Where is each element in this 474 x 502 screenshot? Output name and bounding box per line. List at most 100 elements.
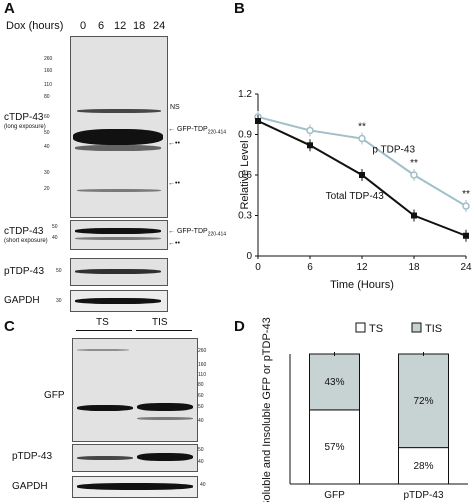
panel-c-letter: C [4, 318, 15, 335]
gfp-tdp-short-text: GFP-TDP [176, 228, 208, 235]
blot-gfp [72, 338, 198, 442]
legend-label: TS [369, 323, 383, 335]
timepoint-labels: 0 6 12 18 24 [70, 20, 166, 34]
ladder-mark: 80 [198, 382, 204, 388]
ladder-mark: 50 [198, 447, 204, 453]
group-label-ts: TS [96, 317, 109, 328]
ladder-mark: 30 [44, 170, 50, 176]
ladder-mark: 20 [44, 186, 50, 192]
gfp-band-tis [137, 403, 193, 411]
timepoint-label: 0 [80, 20, 87, 32]
blot-label: pTDP-43 [4, 266, 45, 277]
data-point [358, 134, 366, 143]
ptdp-band-tis [137, 453, 193, 461]
category-label: GFP [324, 490, 345, 501]
series-label-total: Total TDP-43 [326, 191, 385, 202]
significance-mark: ** [462, 189, 470, 200]
dox-label: Dox (hours) [6, 20, 64, 32]
ladder-mark: 160 [198, 362, 207, 368]
dashed-arrow-icon: ←•• [168, 240, 180, 247]
ladder-mark: 110 [44, 82, 52, 88]
timepoint-label: 18 [133, 20, 146, 32]
ladder-ptdp: 50 40 [198, 444, 218, 470]
panel-a-letter: A [4, 0, 15, 17]
data-point [411, 212, 417, 219]
y-tick-label: 1.2 [238, 89, 252, 100]
x-tick-label: 18 [408, 262, 420, 273]
bar-value-label: 57% [324, 442, 344, 453]
gfp-tdp-short-annotation: ← GFP-TDP220-414 [168, 228, 226, 237]
ladder-mark: 40 [52, 235, 58, 241]
blot-ptdp [70, 258, 168, 286]
blot-label: cTDP-43 [4, 112, 44, 123]
blot-label: GAPDH [4, 295, 40, 306]
ladder-mark: 40 [198, 459, 204, 465]
y-tick-label: 0 [246, 251, 252, 262]
blot-ptdp-c [72, 444, 198, 472]
blot-label: cTDP-43 [4, 226, 44, 237]
blot-label: pTDP-43 [12, 451, 53, 462]
gfp-tdp-short-sub: 220-414 [207, 231, 227, 238]
arrow-icon: ← [168, 228, 175, 235]
y-tick-label: 0.9 [238, 130, 252, 141]
ladder-mark: 60 [198, 393, 204, 399]
blot-sublabel: (long exposure) [4, 124, 46, 130]
tis-group-line [136, 330, 192, 331]
ladder-mark: 50 [56, 268, 62, 274]
ladder-mark: 40 [200, 482, 206, 488]
cleavage-band [75, 145, 161, 151]
significance-mark: ** [410, 158, 418, 169]
timepoint-label: 24 [153, 20, 166, 32]
dashed-arrow-icon: ←•• [168, 180, 180, 187]
group-label-tis: TIS [152, 317, 168, 328]
y-tick-label: 0.3 [238, 211, 252, 222]
blot-gapdh [70, 290, 168, 312]
ladder-mark: 50 [44, 130, 50, 136]
blot-gapdh-c [72, 476, 198, 498]
bar-value-label: 72% [413, 396, 433, 407]
x-axis-title: Time (Hours) [330, 279, 394, 291]
ptdp-band-ts [77, 456, 133, 460]
cleavage-band-short [75, 237, 161, 240]
series-label-p: p TDP-43 [372, 145, 415, 156]
timepoint-label: 6 [98, 20, 105, 32]
y-tick-label: 0.6 [238, 170, 252, 181]
ladder-mark: 40 [198, 418, 204, 424]
bar-value-label: 43% [324, 377, 344, 388]
dashed-arrow-icon: ←•• [168, 140, 180, 147]
blot-label: GFP [44, 390, 65, 401]
blot-ctdp-short [70, 220, 168, 250]
ladder-mark: 160 [44, 68, 53, 74]
ladder-long: 260 160 110 80 60 50 40 30 20 [44, 36, 68, 216]
ladder-short: 50 40 [52, 220, 68, 248]
arrow-icon: ← [168, 126, 175, 133]
x-tick-label: 6 [307, 262, 313, 273]
x-tick-label: 24 [460, 262, 472, 273]
gfp-tdp-sub: 220-414 [207, 129, 227, 136]
gfp-tdp-text: GFP-TDP [176, 126, 208, 133]
gapdh-band-c [77, 483, 193, 490]
timepoint-label: 12 [114, 20, 127, 32]
legend-swatch [411, 322, 422, 333]
panel-d-letter: D [234, 318, 245, 335]
ladder-mark: 110 [198, 372, 206, 378]
ladder-mark: 30 [56, 298, 62, 304]
category-label: pTDP-43 [403, 490, 443, 501]
y-axis-title: Relative Level [239, 140, 251, 209]
ts-group-line [76, 330, 132, 331]
data-point [462, 202, 470, 210]
bar-value-label: 28% [413, 461, 433, 472]
x-tick-label: 0 [255, 262, 261, 273]
ns-annotation: NS [170, 104, 180, 111]
data-point [306, 126, 314, 135]
legend-label: TIS [425, 323, 442, 335]
ladder-mark: 260 [198, 348, 207, 354]
hmw-band [77, 349, 129, 351]
legend-swatch [355, 322, 366, 333]
blot-ctdp-long [70, 36, 168, 218]
ladder-gfp: 260 160 110 80 60 50 40 [198, 338, 218, 440]
data-point [359, 172, 365, 178]
gfp-tdp-band-short [75, 228, 161, 234]
